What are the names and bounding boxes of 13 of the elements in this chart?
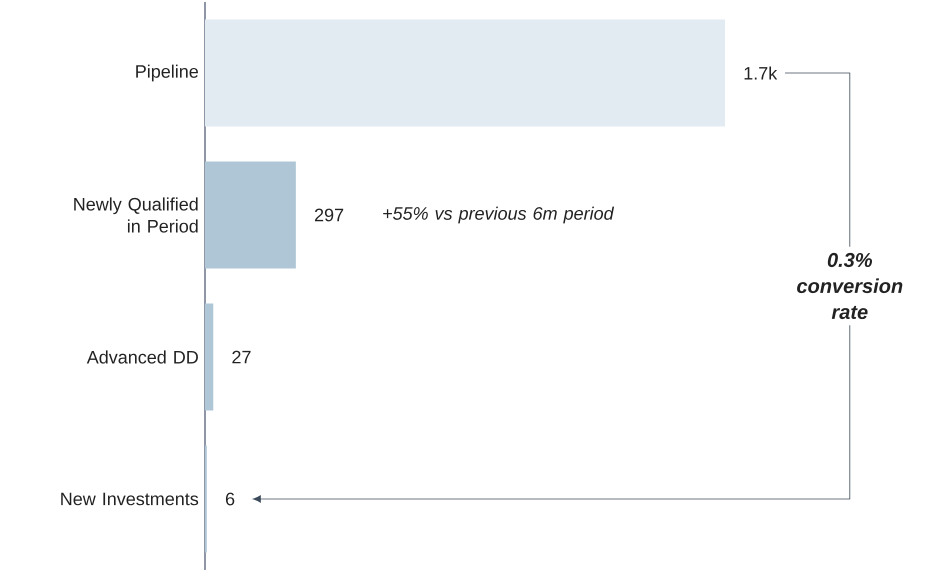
data-label: 1.7k: [744, 66, 778, 80]
text: 0.3% conversion rate: [797, 252, 902, 320]
bar: [205, 20, 726, 127]
y-tick-label: Pipeline: [136, 64, 198, 82]
data-label: 297: [314, 208, 344, 222]
bar: [205, 304, 214, 411]
y-tick-label: Newly Qualified in Period: [74, 197, 198, 233]
data-label: 27: [232, 350, 251, 364]
data-label: 6: [226, 492, 234, 506]
y-tick-label: Advanced DD: [86, 350, 198, 364]
y-tick-label: New Investments: [61, 492, 198, 506]
annotation: +55% vs previous 6m period: [383, 206, 614, 224]
bar: [205, 162, 296, 269]
